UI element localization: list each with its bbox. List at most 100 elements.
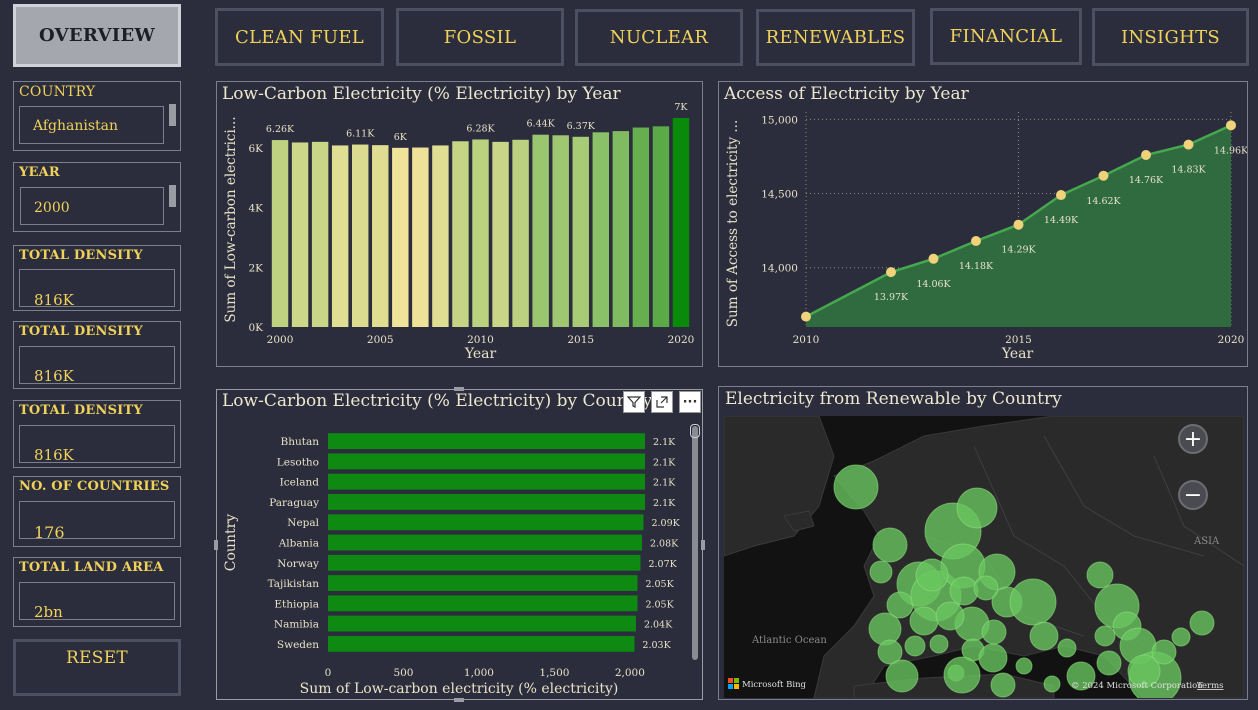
zoom-out-button[interactable]: −: [1178, 480, 1208, 510]
bar[interactable]: [492, 141, 509, 327]
bar[interactable]: [432, 145, 449, 327]
year-slicer[interactable]: YEAR 2000: [13, 162, 181, 232]
bar[interactable]: [572, 136, 589, 327]
data-point[interactable]: [1098, 170, 1109, 181]
bar[interactable]: [452, 141, 469, 327]
tab-nuclear[interactable]: NUCLEAR: [575, 9, 743, 66]
tab-insights[interactable]: INSIGHTS: [1092, 8, 1249, 66]
focus-mode-icon[interactable]: [651, 391, 673, 413]
map-bubble[interactable]: [909, 606, 939, 636]
map-bubble[interactable]: [1171, 627, 1191, 647]
bar[interactable]: [328, 615, 636, 632]
map-bubble[interactable]: [877, 639, 903, 665]
data-point[interactable]: [801, 311, 811, 322]
bar[interactable]: [328, 514, 644, 531]
map-bubble[interactable]: [978, 643, 1008, 673]
overview-button[interactable]: OVERVIEW: [13, 4, 181, 67]
tab-financial[interactable]: FINANCIAL: [930, 8, 1082, 65]
map-terms-link[interactable]: Terms: [1197, 681, 1224, 691]
bar[interactable]: [328, 635, 635, 652]
bar[interactable]: [612, 131, 630, 327]
data-point[interactable]: [1141, 150, 1151, 160]
map-bubble[interactable]: [981, 619, 1007, 645]
tab-clean-fuel[interactable]: CLEAN FUEL: [215, 8, 384, 66]
map-bubble[interactable]: [869, 560, 893, 584]
bar[interactable]: [328, 433, 645, 450]
bar[interactable]: [328, 494, 645, 510]
bar[interactable]: [632, 127, 650, 328]
list-scrollbar-thumb[interactable]: [690, 424, 700, 438]
map-bubble[interactable]: [904, 635, 926, 657]
data-point[interactable]: [971, 236, 981, 246]
bar[interactable]: [328, 575, 638, 591]
map-bubble[interactable]: [1015, 657, 1033, 675]
list-scrollbar[interactable]: [692, 426, 698, 660]
map-bubble[interactable]: [1086, 561, 1114, 589]
data-point[interactable]: [1056, 190, 1066, 201]
bar[interactable]: [652, 126, 670, 327]
map-bubble[interactable]: [1066, 661, 1096, 691]
bar[interactable]: [328, 534, 642, 551]
bar[interactable]: [372, 145, 389, 327]
bar[interactable]: [351, 144, 369, 327]
map-bubble[interactable]: [1151, 639, 1177, 665]
map-bubble[interactable]: [935, 601, 965, 631]
bar[interactable]: [512, 139, 529, 327]
bar[interactable]: [271, 140, 289, 327]
tab-renewables[interactable]: RENEWABLES: [756, 9, 915, 66]
data-point[interactable]: [928, 253, 939, 264]
bar[interactable]: [328, 554, 641, 571]
country-dropdown[interactable]: Afghanistan: [19, 106, 164, 144]
bar[interactable]: [532, 134, 549, 327]
map-bubble[interactable]: [872, 527, 908, 563]
map-bubble[interactable]: [973, 575, 999, 601]
country-scrollbar[interactable]: [169, 104, 176, 126]
bar[interactable]: [291, 142, 309, 327]
bar[interactable]: [672, 117, 690, 327]
map-bubble[interactable]: [943, 656, 981, 694]
map-bubble[interactable]: [833, 464, 879, 510]
data-point[interactable]: [1226, 120, 1236, 131]
map-bubble[interactable]: [949, 576, 979, 606]
bar[interactable]: [472, 139, 489, 327]
map-bubble[interactable]: [1096, 650, 1122, 676]
resize-handle-top[interactable]: [454, 387, 464, 391]
bar[interactable]: [552, 135, 569, 327]
map-bubble[interactable]: [1043, 675, 1061, 693]
map-bubble[interactable]: [868, 612, 902, 646]
renewable-bubble-map[interactable]: Atlantic Ocean ASIA Microsoft Bing © 202…: [724, 416, 1244, 698]
map-bubble[interactable]: [1029, 621, 1059, 651]
country-slicer[interactable]: COUNTRY Afghanistan: [13, 81, 181, 151]
map-bubble[interactable]: [1127, 654, 1161, 688]
map-bubble[interactable]: [1009, 578, 1057, 626]
bar[interactable]: [328, 453, 645, 470]
bar[interactable]: [392, 147, 409, 327]
zoom-in-button[interactable]: +: [1178, 424, 1208, 454]
map-bubble[interactable]: [1094, 625, 1116, 647]
year-dropdown[interactable]: 2000: [20, 187, 164, 225]
map-bubble[interactable]: [929, 634, 949, 654]
reset-button[interactable]: RESET: [13, 639, 181, 696]
map-bubble[interactable]: [1189, 610, 1215, 636]
resize-handle-left[interactable]: [214, 540, 218, 550]
bar[interactable]: [592, 132, 610, 327]
bar[interactable]: [412, 147, 429, 327]
map-bubble[interactable]: [1057, 638, 1077, 658]
panel-lowcarbon-by-country[interactable]: Low-Carbon Electricity (% Electricity) b…: [214, 387, 705, 702]
year-scrollbar[interactable]: [169, 185, 176, 207]
map-bubble[interactable]: [990, 672, 1016, 698]
bar[interactable]: [331, 145, 349, 327]
filter-icon[interactable]: [623, 391, 645, 413]
map-bubble[interactable]: [915, 558, 949, 592]
bar[interactable]: [311, 141, 329, 327]
resize-handle-right[interactable]: [701, 540, 705, 550]
map-bubble[interactable]: [956, 487, 998, 529]
data-point[interactable]: [1183, 139, 1194, 150]
data-point[interactable]: [1013, 219, 1024, 230]
more-options-icon[interactable]: ···: [679, 391, 701, 413]
bar[interactable]: [328, 595, 638, 612]
map-bubble[interactable]: [885, 659, 919, 693]
data-point[interactable]: [886, 267, 896, 278]
resize-handle-bottom[interactable]: [454, 698, 464, 702]
tab-fossil[interactable]: FOSSIL: [396, 8, 564, 66]
